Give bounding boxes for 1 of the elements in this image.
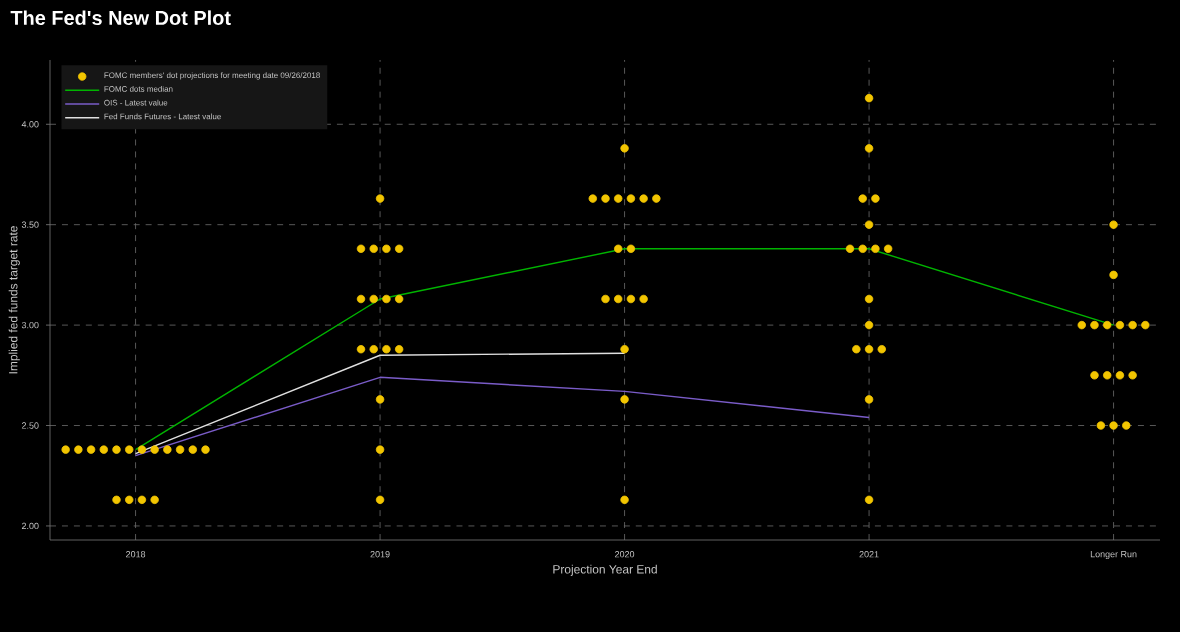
chart-title: The Fed's New Dot Plot bbox=[10, 10, 231, 26]
